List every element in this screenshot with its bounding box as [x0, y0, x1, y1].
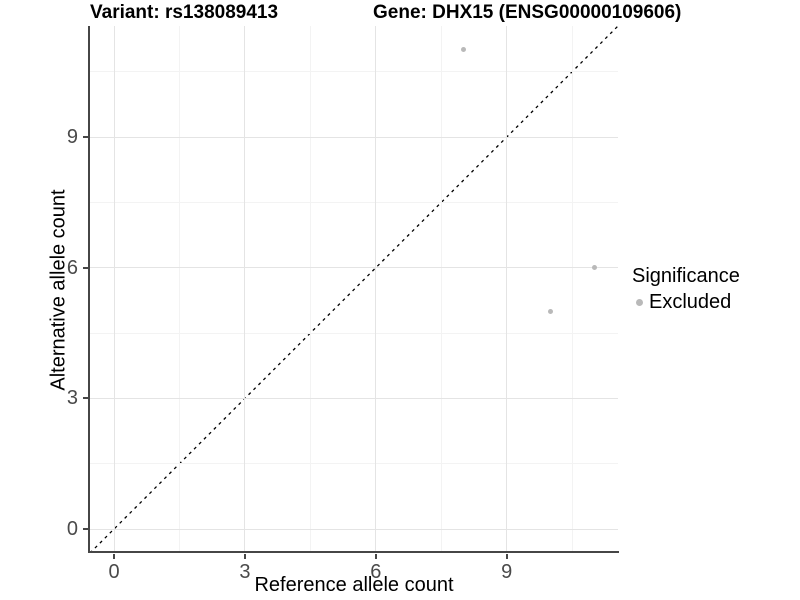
- x-tick-mark: [243, 554, 246, 559]
- y-axis-label: Alternative allele count: [47, 189, 70, 391]
- identity-reference-line: [90, 26, 618, 553]
- x-tick-mark: [113, 554, 115, 559]
- x-major-gridline: [506, 26, 508, 553]
- x-tick-mark: [505, 554, 508, 559]
- y-major-gridline: [90, 136, 618, 138]
- x-minor-gridline: [309, 26, 311, 553]
- y-major-gridline: [90, 267, 618, 269]
- y-major-gridline: [90, 528, 618, 530]
- y-minor-gridline: [90, 71, 618, 73]
- y-minor-gridline: [90, 201, 618, 203]
- data-point: [460, 47, 466, 53]
- plot-panel: [90, 26, 618, 553]
- x-axis-label: Reference allele count: [254, 574, 454, 596]
- x-major-gridline: [375, 26, 377, 553]
- x-minor-gridline: [440, 26, 442, 553]
- plot-title-gene: Gene: DHX15 (ENSG00000109606): [373, 2, 682, 23]
- x-major-gridline: [113, 26, 115, 553]
- x-minor-gridline: [571, 26, 573, 553]
- data-point: [591, 265, 597, 271]
- plot-title-variant: Variant: rs138089413: [90, 2, 279, 23]
- y-tick-label: 9: [66, 126, 78, 149]
- legend-point-icon: [636, 298, 643, 306]
- y-tick-mark: [83, 266, 88, 269]
- legend-item-excluded: Excluded: [632, 290, 740, 314]
- y-major-gridline: [90, 397, 618, 399]
- y-tick-mark: [83, 136, 88, 139]
- x-tick-label: 3: [239, 561, 251, 583]
- data-point: [547, 308, 553, 314]
- y-tick-label: 0: [66, 518, 78, 541]
- x-tick-mark: [374, 554, 377, 559]
- y-tick-label: 6: [66, 256, 78, 279]
- legend: Significance Excluded: [632, 264, 740, 314]
- y-axis-line: [88, 26, 90, 553]
- x-major-gridline: [244, 26, 246, 553]
- legend-title: Significance: [632, 265, 740, 287]
- x-tick-label: 9: [501, 561, 513, 583]
- y-minor-gridline: [90, 463, 618, 465]
- x-tick-label: 0: [108, 561, 120, 583]
- x-minor-gridline: [178, 26, 180, 553]
- x-axis-line: [88, 551, 619, 553]
- y-tick-label: 3: [66, 387, 78, 410]
- y-tick-mark: [83, 397, 88, 400]
- legend-item-label: Excluded: [649, 291, 732, 313]
- y-tick-mark: [83, 528, 88, 531]
- x-tick-label: 6: [370, 561, 382, 583]
- y-minor-gridline: [90, 332, 618, 334]
